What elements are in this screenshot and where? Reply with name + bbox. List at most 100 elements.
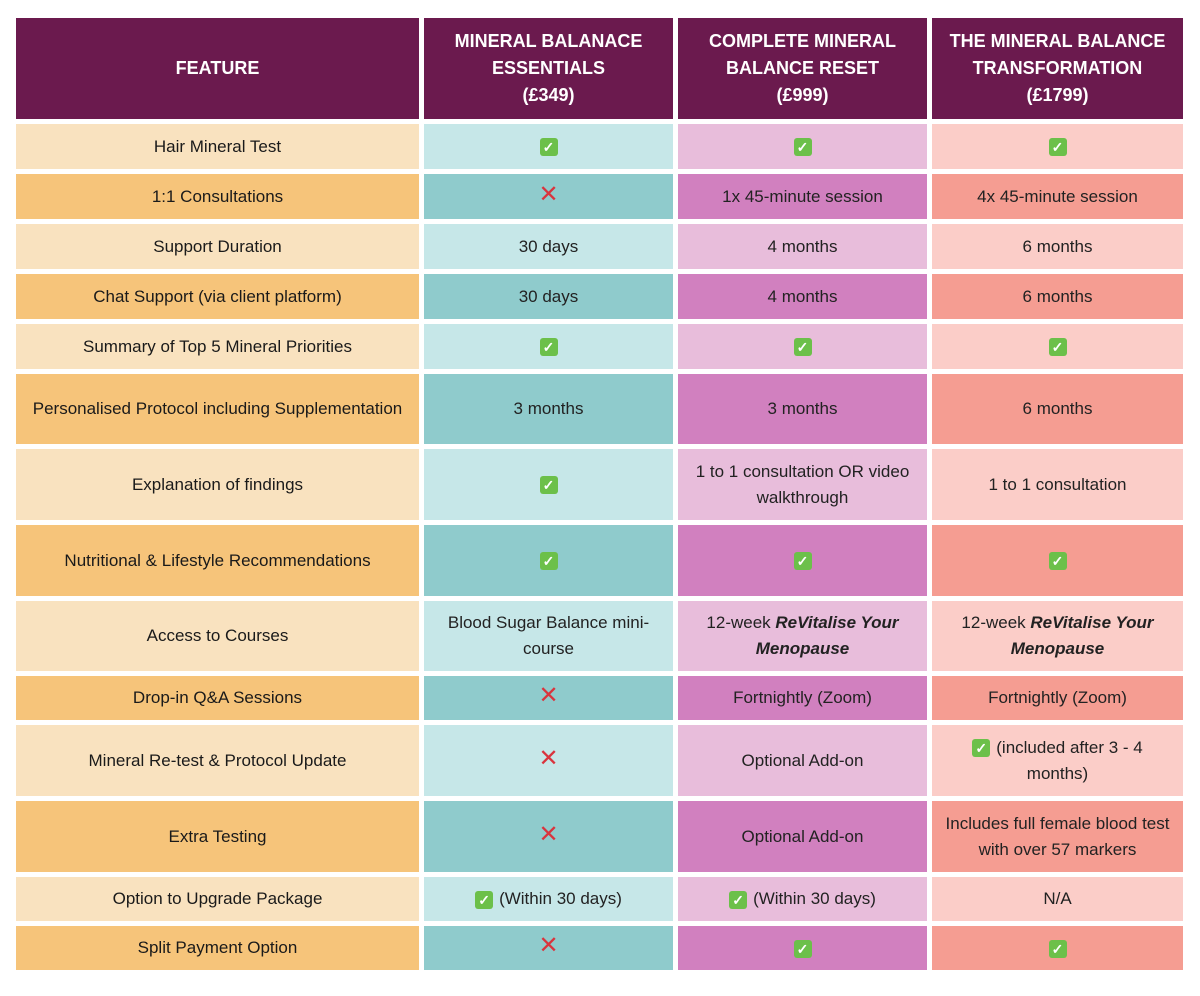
reset-cell: 1x 45-minute session [678,174,927,219]
reset-cell: Optional Add-on [678,725,927,796]
essentials-cell: ✕ [424,801,673,872]
cell-content: ✓ [1048,935,1067,961]
check-icon: ✓ [1048,939,1067,958]
feature-cell: Chat Support (via client platform) [16,274,419,319]
cell-content: 1 to 1 consultation [989,472,1127,498]
transformation-cell: Fortnightly (Zoom) [932,676,1183,720]
reset-cell: 12-week ReVitalise Your Menopause [678,601,927,671]
check-icon: ✓ [1048,552,1067,571]
transformation-cell: ✓ (included after 3 - 4 months) [932,725,1183,796]
feature-label: Chat Support (via client platform) [93,286,342,306]
transformation-cell: ✓ [932,324,1183,369]
reset-cell: 4 months [678,274,927,319]
reset-cell: ✓ [678,926,927,970]
cell-text: 6 months [1022,399,1093,418]
cell-content: 1 to 1 consultation OR video walkthrough [688,459,917,511]
cell-content: ✓ [539,472,558,498]
reset-cell: ✓ (Within 30 days) [678,877,927,921]
cell-text: 30 days [518,286,579,306]
essentials-cell: ✕ [424,676,673,720]
feature-cell: Summary of Top 5 Mineral Priorities [16,324,419,369]
transformation-cell: 6 months [932,274,1183,319]
check-icon: ✓ [793,552,812,571]
cross-icon: ✕ [538,820,559,848]
header-cell-0: FEATURE [16,18,419,119]
cell-text: Fortnightly (Zoom) [733,688,872,707]
cell-text: 30 days [518,236,579,256]
essentials-cell: ✓ (Within 30 days) [424,877,673,921]
cell-text: 4 months [767,286,838,306]
cell-content: ✕ [538,744,559,774]
feature-label: Explanation of findings [131,474,304,494]
cell-content: 3 months [514,396,584,422]
transformation-cell: N/A [932,877,1183,921]
feature-label: Personalised Protocol including Suppleme… [32,399,403,418]
feature-cell: 1:1 Consultations [16,174,419,219]
check-icon: ✓ [539,338,558,357]
header-label: THE MINERAL BALANCE TRANSFORMATION (£1799) [949,31,1166,105]
essentials-cell: Blood Sugar Balance mini-course [424,601,673,671]
feature-cell: Split Payment Option [16,926,419,970]
feature-cell: Hair Mineral Test [16,124,419,169]
feature-label: Support Duration [153,236,282,256]
cell-emphasis: ReVitalise Your Menopause [755,613,899,658]
cell-content: ✓ (Within 30 days) [729,886,876,912]
cell-content: 12-week ReVitalise Your Menopause [688,610,917,662]
header-label: MINERAL BALANACE ESSENTIALS (£349) [454,31,643,105]
check-icon: ✓ [539,476,558,495]
reset-cell: ✓ [678,124,927,169]
cell-content: ✕ [538,932,559,961]
cross-icon: ✕ [538,744,559,772]
cell-content: N/A [1043,886,1071,912]
cell-content: ✓ [539,334,558,360]
feature-cell: Nutritional & Lifestyle Recommendations [16,525,419,596]
feature-cell: Option to Upgrade Package [16,877,419,921]
cell-content: 6 months [1023,234,1093,260]
header-label: COMPLETE MINERAL BALANCE RESET (£999) [709,31,896,105]
cross-icon: ✕ [538,180,559,208]
cell-content: ✕ [538,820,559,850]
feature-cell: Drop-in Q&A Sessions [16,676,419,720]
cell-content: Includes full female blood test with ove… [942,811,1173,863]
cell-content: Fortnightly (Zoom) [733,685,872,711]
cell-text: (Within 30 days) [499,889,622,908]
cell-text: Includes full female blood test with ove… [945,813,1170,859]
cell-text: 6 months [1022,286,1093,306]
essentials-cell: ✕ [424,926,673,970]
feature-label: Drop-in Q&A Sessions [132,688,303,707]
cross-icon: ✕ [538,682,559,709]
cell-content: ✕ [538,180,559,210]
feature-label: Summary of Top 5 Mineral Priorities [83,336,352,356]
feature-label: Option to Upgrade Package [112,889,323,908]
feature-cell: Extra Testing [16,801,419,872]
cell-text: N/A [1043,889,1072,908]
feature-cell: Explanation of findings [16,449,419,520]
reset-cell: Optional Add-on [678,801,927,872]
transformation-cell: 6 months [932,224,1183,269]
cell-content: 30 days [519,234,579,260]
cell-text: Optional Add-on [741,826,864,846]
header-cell-3: THE MINERAL BALANCE TRANSFORMATION (£1799) [932,18,1183,119]
cell-content: 1x 45-minute session [722,184,883,210]
essentials-cell: ✕ [424,725,673,796]
cell-content: Optional Add-on [742,824,864,850]
feature-label: 1:1 Consultations [151,186,284,206]
cell-text: 3 months [767,399,838,418]
cell-content: ✓ (included after 3 - 4 months) [942,735,1173,787]
cell-text: 1x 45-minute session [722,186,883,206]
essentials-cell: ✓ [424,525,673,596]
transformation-cell: ✓ [932,124,1183,169]
cell-content: ✓ [1048,548,1067,574]
essentials-cell: ✓ [424,124,673,169]
cell-text: (included after 3 - 4 months) [996,737,1143,783]
cell-content: ✓ [793,548,812,574]
reset-cell: ✓ [678,525,927,596]
cell-text: Fortnightly (Zoom) [988,688,1127,707]
cell-text: 1 to 1 consultation OR video walkthrough [695,461,910,507]
check-icon: ✓ [793,138,812,157]
essentials-cell: 30 days [424,274,673,319]
cell-content: ✓ [793,935,812,961]
cross-icon: ✕ [538,932,559,959]
check-icon: ✓ [539,552,558,571]
header-label: FEATURE [175,58,260,78]
